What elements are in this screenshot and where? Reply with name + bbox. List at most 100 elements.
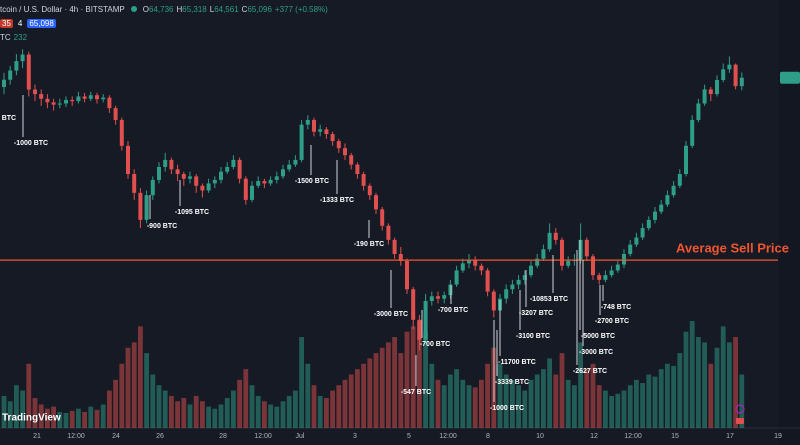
candle-body [101, 97, 106, 100]
ohlc-key: L [209, 4, 215, 14]
volume-bar [224, 398, 230, 428]
x-tick-label: 3 [353, 433, 357, 440]
candle-body [138, 192, 143, 220]
annotation: -3000 BTC [374, 311, 408, 318]
candle-body [386, 225, 391, 240]
volume-bar [460, 379, 466, 428]
volume-bar [169, 395, 174, 428]
candle-body [553, 232, 558, 240]
volume-bar [231, 390, 236, 428]
volume-bar [268, 404, 273, 428]
candle-body [696, 103, 701, 120]
candle-body [70, 99, 75, 102]
candle-body [659, 204, 664, 212]
price-axis [778, 0, 800, 445]
candle-body [684, 145, 688, 175]
candle-body [578, 239, 583, 260]
annotation: -700 BTC [420, 341, 450, 348]
volume-bar [671, 365, 676, 428]
candle-body [33, 89, 37, 95]
annotation: -2627 BTC [573, 368, 607, 375]
volume-bar [162, 390, 168, 428]
volume-bar [404, 331, 410, 428]
candle-body [467, 259, 471, 264]
symbol-title: tcoin / U.S. Dollar · 4h · BITSTAMP [0, 4, 125, 14]
candle-body [715, 79, 719, 95]
candle-body [113, 108, 118, 120]
volume-bar [410, 326, 416, 428]
candle-body [448, 284, 453, 296]
volume-bar [665, 363, 670, 428]
volume-bar [38, 404, 44, 428]
status-dot [130, 6, 137, 12]
candle-body [398, 253, 403, 262]
toolbar-item: 65,098 [27, 18, 56, 28]
candle-body [132, 174, 137, 193]
volume-bar [76, 408, 81, 428]
annotation: -547 BTC [401, 389, 431, 396]
volume-bar [280, 401, 286, 428]
volume-bar [596, 385, 602, 428]
volume-bar [69, 410, 75, 428]
candle-body [547, 232, 552, 250]
volume-bar [497, 363, 503, 428]
candle-body [107, 97, 112, 109]
candle-body [367, 185, 372, 196]
volume-bar [516, 385, 521, 428]
candle-body [597, 275, 602, 280]
ohlc-key: C [241, 4, 248, 14]
x-tick-label: 24 [112, 433, 120, 440]
volume-bar [237, 379, 242, 428]
candle-body [479, 265, 484, 271]
candle-body [584, 239, 589, 257]
alert-icon [735, 404, 745, 414]
volume-bar [286, 395, 292, 428]
candle-body [609, 270, 614, 276]
volume-bar [584, 369, 590, 428]
candle-body [634, 237, 639, 245]
volume-bar [534, 374, 540, 428]
candle-body [250, 185, 254, 200]
x-tick-label: 10 [536, 433, 544, 440]
volume-bar [658, 369, 664, 428]
volume-bar [727, 342, 732, 428]
toolbar-row: 35 4 65,098 [0, 17, 328, 29]
volume-bar [100, 404, 106, 428]
candle-body [237, 159, 242, 179]
volume-bar [448, 374, 453, 428]
price-marker [780, 71, 800, 84]
annotation: -1000 BTC [490, 405, 524, 412]
x-tick-label: 5 [407, 433, 411, 440]
volume-bar [200, 401, 205, 428]
candle-body [169, 159, 174, 170]
volume-bar [144, 353, 149, 428]
candle-body [411, 289, 416, 320]
annotation: -3339 BTC [495, 379, 529, 386]
volume-bar [82, 411, 87, 428]
volume-bar [150, 374, 156, 428]
candle-body [194, 176, 199, 186]
volume-bar [57, 411, 63, 428]
volume-bar [367, 358, 373, 428]
volume-bar [317, 395, 323, 428]
volume-bar [1, 395, 7, 428]
volume-bar [113, 379, 118, 428]
volume-bar [441, 385, 447, 428]
candle-body [522, 275, 527, 280]
volume-bar [373, 353, 379, 428]
candle-body [417, 319, 422, 340]
volume-bar [565, 379, 571, 428]
candle-body [343, 148, 347, 156]
volume-bar [14, 385, 19, 428]
annotation: -900 BTC [147, 223, 177, 230]
volume-bar [156, 385, 162, 428]
candle-body [603, 275, 608, 280]
volume-value: 232 [13, 32, 28, 42]
candle-body [225, 166, 230, 172]
volume-bar [510, 379, 515, 428]
volume-bars [1, 321, 745, 428]
volume-bar [392, 337, 397, 428]
x-tick-label: 12:00 [439, 433, 457, 440]
candle-body [442, 295, 447, 299]
volume-bar [578, 342, 583, 428]
